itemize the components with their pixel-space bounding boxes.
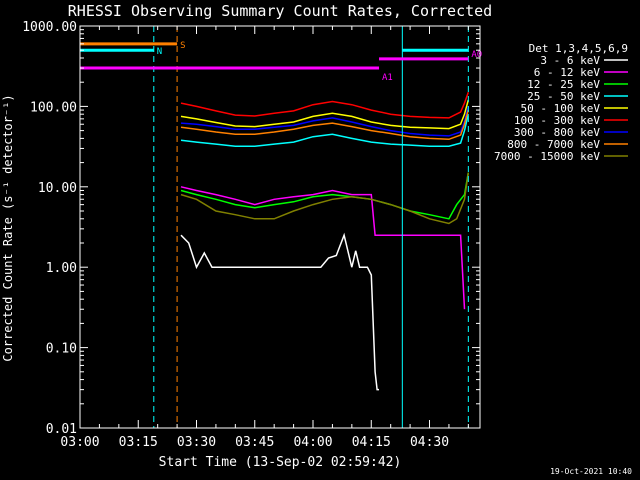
- series-line: [180, 109, 470, 141]
- y-tick-label: 1.00: [46, 261, 77, 276]
- flag-label: A0: [471, 50, 482, 60]
- y-tick-label: 10.00: [38, 181, 77, 196]
- y-tick-label: 0.10: [46, 342, 77, 357]
- x-axis-label: Start Time (13-Sep-02 02:59:42): [159, 455, 402, 470]
- x-tick-label: 03:00: [60, 435, 99, 450]
- legend-entry-label: 3 - 6 keV: [540, 54, 600, 67]
- series-layer: [180, 91, 470, 391]
- x-tick-label: 03:15: [119, 435, 158, 450]
- x-tick-label: 04:00: [293, 435, 332, 450]
- legend-entry-label: 50 - 100 keV: [521, 102, 601, 115]
- x-tick-label: 04:30: [410, 435, 449, 450]
- series-line: [180, 106, 470, 137]
- series-line: [180, 172, 470, 225]
- legend-entry-label: 12 - 25 keV: [527, 78, 600, 91]
- series-line: [180, 186, 466, 310]
- x-tick-label: 03:30: [177, 435, 216, 450]
- flag-label: N: [157, 47, 162, 57]
- legend-entry-label: 100 - 300 keV: [514, 114, 600, 127]
- legend-header: Det 1,3,4,5,6,9: [529, 42, 628, 55]
- legend-entry-label: 300 - 800 keV: [514, 126, 600, 139]
- legend-entry-label: 7000 - 15000 keV: [494, 150, 600, 163]
- series-line: [180, 99, 470, 130]
- legend-entry-label: 800 - 7000 keV: [507, 138, 600, 151]
- flag-label: A1: [382, 73, 393, 83]
- x-tick-label: 03:45: [235, 435, 274, 450]
- plot-frame: [79, 25, 481, 429]
- flag-label: S: [180, 41, 185, 51]
- y-tick-label: 1000.00: [22, 20, 77, 35]
- legend-entry-label: 6 - 12 keV: [534, 66, 601, 79]
- series-line: [180, 114, 470, 147]
- date-stamp: 19-Oct-2021 10:40: [550, 467, 632, 476]
- series-line: [180, 232, 379, 391]
- chart-title: RHESSI Observing Summary Count Rates, Co…: [68, 2, 492, 20]
- y-tick-label: 100.00: [30, 100, 77, 115]
- legend-entry-label: 25 - 50 keV: [527, 90, 600, 103]
- series-line: [180, 172, 470, 220]
- y-axis-label: Corrected Count Rate (s⁻¹ detector⁻¹): [1, 94, 15, 361]
- series-line: [180, 91, 470, 119]
- x-tick-label: 04:15: [352, 435, 391, 450]
- y-tick-label: 0.01: [46, 422, 77, 437]
